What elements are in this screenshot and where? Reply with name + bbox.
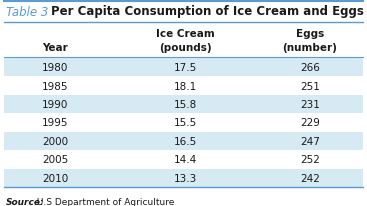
Text: 16.5: 16.5 (173, 136, 197, 146)
Text: (number): (number) (283, 43, 337, 53)
Text: 1980: 1980 (42, 63, 68, 73)
Text: 1995: 1995 (42, 118, 68, 128)
Text: 231: 231 (300, 99, 320, 110)
FancyBboxPatch shape (4, 169, 363, 187)
Text: 242: 242 (300, 173, 320, 183)
Text: Source:: Source: (6, 197, 45, 206)
Text: Ice Cream: Ice Cream (156, 29, 214, 39)
Text: 15.8: 15.8 (173, 99, 197, 110)
Text: 266: 266 (300, 63, 320, 73)
Text: 251: 251 (300, 81, 320, 91)
Text: Per Capita Consumption of Ice Cream and Eggs: Per Capita Consumption of Ice Cream and … (51, 6, 364, 18)
Text: 1990: 1990 (42, 99, 68, 110)
FancyBboxPatch shape (4, 132, 363, 150)
Text: 252: 252 (300, 155, 320, 165)
Text: 14.4: 14.4 (173, 155, 197, 165)
Text: 2000: 2000 (42, 136, 68, 146)
Text: 2010: 2010 (42, 173, 68, 183)
Text: 17.5: 17.5 (173, 63, 197, 73)
Text: 2005: 2005 (42, 155, 68, 165)
Text: 1985: 1985 (42, 81, 68, 91)
FancyBboxPatch shape (4, 59, 363, 77)
Text: Eggs: Eggs (296, 29, 324, 39)
Text: U.S Department of Agriculture: U.S Department of Agriculture (34, 197, 174, 206)
Text: 18.1: 18.1 (173, 81, 197, 91)
Text: 13.3: 13.3 (173, 173, 197, 183)
FancyBboxPatch shape (4, 95, 363, 114)
Text: Table 3: Table 3 (6, 6, 48, 18)
Text: Year: Year (42, 43, 68, 53)
Text: 247: 247 (300, 136, 320, 146)
Text: 229: 229 (300, 118, 320, 128)
Text: (pounds): (pounds) (159, 43, 211, 53)
Text: 15.5: 15.5 (173, 118, 197, 128)
